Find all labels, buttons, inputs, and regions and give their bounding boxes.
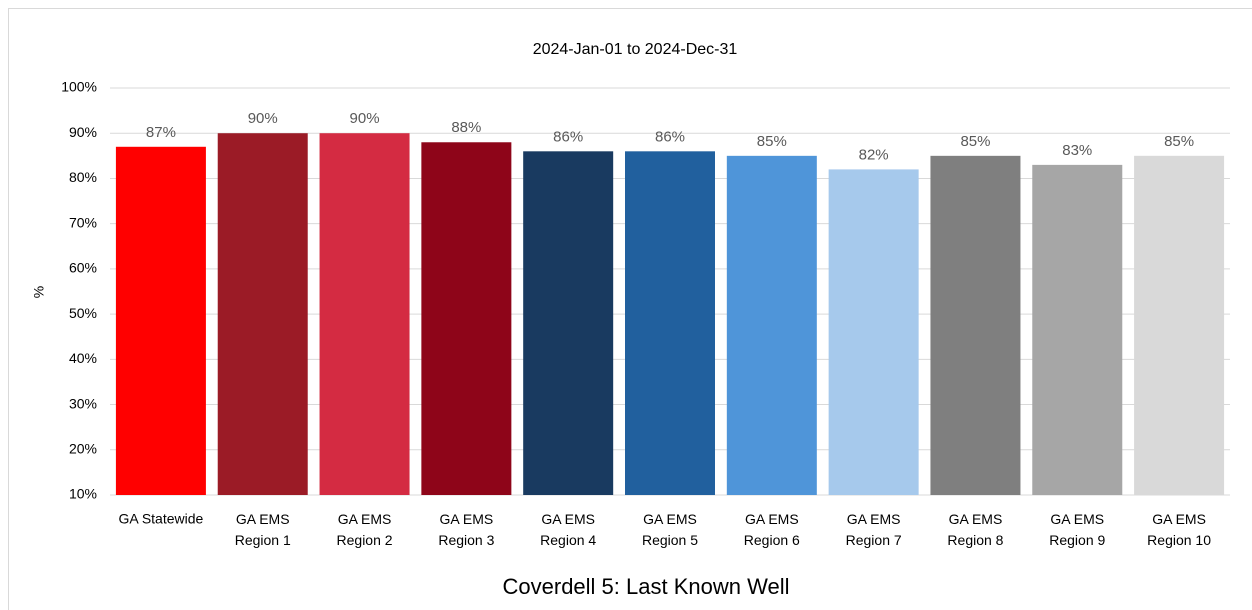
x-tick-label: GA EMS Region 10 <box>1147 511 1211 548</box>
y-tick-label: 80% <box>69 169 97 185</box>
value-label: 90% <box>350 110 380 127</box>
x-tick-label: GA EMS Region 4 <box>540 511 596 548</box>
chart-subtitle: 2024-Jan-01 to 2024-Dec-31 <box>533 41 738 58</box>
x-tick-label: GA EMS Region 7 <box>846 511 902 548</box>
y-tick-label: 40% <box>69 350 97 366</box>
value-label: 82% <box>859 146 889 163</box>
x-tick-label: GA EMS Region 1 <box>235 511 291 548</box>
y-axis-label: % <box>31 286 47 298</box>
y-tick-label: 20% <box>69 440 97 456</box>
y-tick-label: 50% <box>69 305 97 321</box>
y-tick-label: 10% <box>69 486 97 502</box>
value-label: 85% <box>960 133 990 150</box>
y-tick-label: 70% <box>69 214 97 230</box>
value-label: 85% <box>757 133 787 150</box>
x-tick-label: GA EMS Region 5 <box>642 511 698 548</box>
bar <box>1134 155 1225 496</box>
chart-title: Coverdell 5: Last Known Well <box>503 574 790 599</box>
bar <box>1032 164 1123 495</box>
y-tick-label: 100% <box>61 79 97 95</box>
value-label: 85% <box>1164 133 1194 150</box>
y-tick-label: 60% <box>69 260 97 276</box>
x-tick-label: GA Statewide <box>118 511 203 527</box>
bar <box>930 155 1021 496</box>
bar <box>115 146 206 496</box>
y-tick-label: 90% <box>69 124 97 140</box>
x-tick-label: GA EMS Region 6 <box>744 511 800 548</box>
bar <box>319 133 410 495</box>
bar <box>523 151 614 496</box>
bar <box>726 155 817 496</box>
value-label: 90% <box>248 110 278 127</box>
bar <box>828 169 919 495</box>
value-label: 86% <box>553 128 583 145</box>
bar <box>625 151 715 496</box>
value-label: 83% <box>1062 142 1092 159</box>
y-tick-label: 30% <box>69 395 97 411</box>
bar <box>421 142 512 495</box>
x-tick-label: GA EMS Region 9 <box>1049 511 1105 548</box>
value-label: 87% <box>146 124 176 141</box>
x-tick-label: GA EMS Region 8 <box>947 511 1003 548</box>
value-label: 88% <box>451 119 481 136</box>
chart-frame <box>8 8 1252 610</box>
value-label: 86% <box>655 128 685 145</box>
x-tick-label: GA EMS Region 2 <box>337 511 393 548</box>
x-tick-label: GA EMS Region 3 <box>438 511 494 548</box>
bar <box>217 133 308 495</box>
